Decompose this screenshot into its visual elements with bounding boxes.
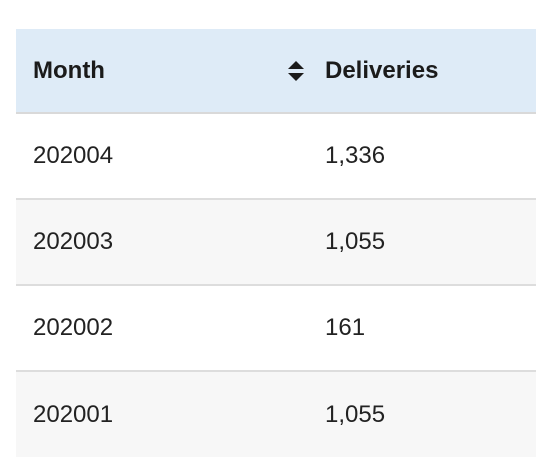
- sort-updown-icon[interactable]: [287, 59, 305, 83]
- table-row: 202003 1,055: [16, 199, 536, 285]
- header-row: Month Deliveries: [16, 29, 536, 113]
- table-row: 202004 1,336: [16, 113, 536, 199]
- cell-deliveries: 1,055: [325, 400, 386, 428]
- deliveries-table: Month Deliveries 202004 1,336 202003 1,0…: [16, 29, 536, 457]
- cell-month: 202002: [33, 314, 114, 341]
- column-header-month[interactable]: Month: [16, 29, 325, 113]
- table-row: 202002 161: [16, 285, 536, 371]
- column-header-label: Month: [33, 56, 105, 84]
- cell-month: 202003: [33, 228, 114, 255]
- cell-month: 202004: [33, 142, 114, 169]
- cell-deliveries: 1,055: [325, 228, 386, 255]
- deliveries-table-container: Month Deliveries 202004 1,336 202003 1,0…: [16, 29, 536, 457]
- column-header-label: Deliveries: [325, 56, 439, 84]
- cell-deliveries: 161: [325, 314, 366, 341]
- table-header: Month Deliveries: [16, 29, 536, 113]
- table-body: 202004 1,336 202003 1,055 202002 161 202…: [16, 113, 536, 457]
- cell-month: 202001: [33, 400, 114, 428]
- cell-deliveries: 1,336: [325, 142, 386, 169]
- table-row: 202001 1,055: [16, 371, 536, 457]
- column-header-deliveries[interactable]: Deliveries: [325, 29, 536, 113]
